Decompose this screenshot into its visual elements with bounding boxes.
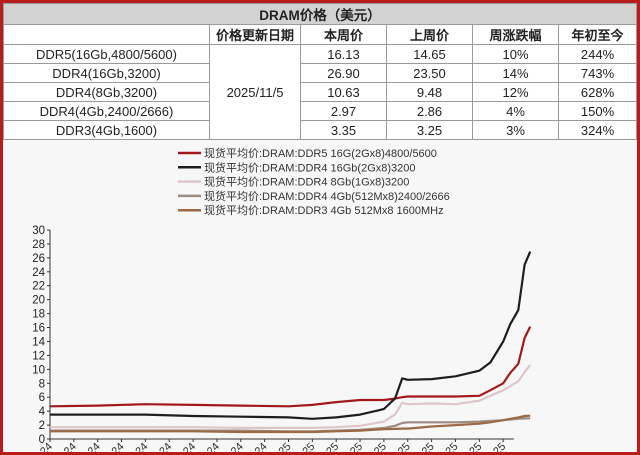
table-header-row: 价格更新日期 本周价 上周价 周涨跌幅 年初至今 [3,24,637,45]
ytd-cell: 150% [558,101,637,121]
y-tick-label: 24 [32,267,45,279]
wow-cell: 14% [472,63,559,83]
y-tick-label: 18 [32,309,45,321]
this-week-cell: 16.13 [300,44,387,64]
product-cell: DDR4(8Gb,3200) [3,82,210,102]
wow-cell: 4% [472,101,559,121]
legend-label: 现货平均价:DRAM:DDR4 16Gb(2Gx8)3200 [204,160,416,174]
x-tick-label: Jul-25 [407,441,437,452]
y-tick-label: 26 [32,253,45,265]
ytd-cell: 324% [558,120,637,140]
y-tick-label: 14 [32,336,45,348]
legend-item: 现货平均价:DRAM:DDR3 4Gb 512Mx8 1600MHz [178,203,444,217]
header-update-date: 价格更新日期 [209,24,301,45]
ytd-cell: 628% [558,82,637,102]
product-cell: DDR5(16Gb,4800/5600) [3,44,210,64]
wow-cell: 10% [472,44,559,64]
price-table: DRAM价格（美元） 价格更新日期 本周价 上周价 周涨跌幅 年初至今 DDR5… [3,3,637,140]
y-tick-label: 6 [39,392,45,404]
header-product [3,24,210,45]
legend-label: 现货平均价:DRAM:DDR5 16G(2Gx8)4800/5600 [204,146,437,160]
y-tick-label: 22 [32,281,45,293]
table-title: DRAM价格（美元） [3,3,637,25]
y-tick-label: 16 [32,323,45,335]
legend-item: 现货平均价:DRAM:DDR5 16G(2Gx8)4800/5600 [178,146,437,160]
y-tick-label: 10 [32,364,45,376]
ytd-cell: 244% [558,44,637,64]
y-tick-label: 20 [32,295,45,307]
legend-item: 现货平均价:DRAM:DDR4 16Gb(2Gx8)3200 [178,160,416,174]
price-line-chart: 现货平均价:DRAM:DDR5 16G(2Gx8)4800/5600现货平均价:… [22,146,532,452]
series-line-2 [50,364,532,429]
header-ytd: 年初至今 [558,24,637,45]
ytd-cell: 743% [558,63,637,83]
series-line-4 [50,414,531,434]
series-line-0 [49,326,532,408]
last-week-cell: 14.65 [386,44,473,64]
legend-label: 现货平均价:DRAM:DDR4 8Gb(1Gx8)3200 [204,175,409,189]
this-week-cell: 3.35 [300,120,387,140]
y-tick-label: 12 [32,350,45,362]
this-week-cell: 2.97 [300,101,387,121]
last-week-cell: 9.48 [386,82,473,102]
y-tick-label: 0 [39,434,45,446]
product-cell: DDR4(16Gb,3200) [3,63,210,83]
legend-item: 现货平均价:DRAM:DDR4 8Gb(1Gx8)3200 [178,175,409,189]
legend-item: 现货平均价:DRAM:DDR4 4Gb(512Mx8)2400/2666 [178,189,450,203]
product-cell: DDR4(4Gb,2400/2666) [3,101,210,121]
y-tick-label: 8 [39,378,45,390]
last-week-cell: 23.50 [386,63,473,83]
y-tick-label: 30 [32,225,45,237]
wow-cell: 3% [472,120,559,140]
this-week-cell: 26.90 [300,63,387,83]
y-tick-label: 28 [32,239,45,251]
table-row: DDR4(16Gb,3200) 26.90 23.50 14% 743% [3,63,637,83]
this-week-cell: 10.63 [300,82,387,102]
series-line-1 [50,251,532,420]
last-week-cell: 2.86 [386,101,473,121]
x-tick-label: Jul-24 [121,441,151,452]
wow-cell: 12% [472,82,559,102]
y-tick-label: 4 [39,406,46,418]
last-week-cell: 3.25 [386,120,473,140]
legend-label: 现货平均价:DRAM:DDR3 4Gb 512Mx8 1600MHz [204,203,444,217]
y-tick-label: 2 [39,420,45,432]
table-row: DDR4(4Gb,2400/2666) 2.97 2.86 4% 150% [3,101,637,121]
table-row: DDR5(16Gb,4800/5600) 2025/11/5 16.13 14.65 1… [3,44,637,140]
legend-label: 现货平均价:DRAM:DDR4 4Gb(512Mx8)2400/2666 [204,189,450,203]
product-cell: DDR3(4Gb,1600) [3,120,210,140]
header-wow: 周涨跌幅 [472,24,559,45]
header-this-week: 本周价 [300,24,387,45]
table-row: DDR3(4Gb,1600) 3.35 3.25 3% 324% [3,120,637,140]
header-last-week: 上周价 [386,24,473,45]
update-date-cell: 2025/11/5 [209,44,301,140]
table-row: DDR4(8Gb,3200) 10.63 9.48 12% 628% [3,82,637,102]
